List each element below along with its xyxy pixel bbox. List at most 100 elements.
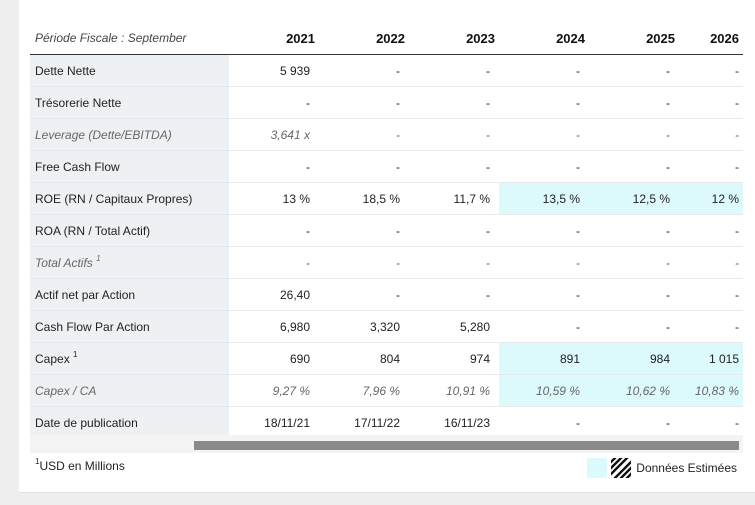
table-cell: - (319, 278, 409, 311)
year-header: 2021 (229, 22, 319, 55)
footnote-marker: 1 (73, 349, 78, 359)
table-cell: - (409, 214, 499, 247)
table-cell: 974 (409, 342, 499, 375)
table-row: ROA (RN / Total Actif) - - - - - - (30, 214, 743, 247)
year-header: 2024 (499, 22, 589, 55)
table-cell: 3,641 x (229, 118, 319, 151)
horizontal-scrollbar-track[interactable] (30, 435, 743, 453)
table-cell: - (589, 214, 679, 247)
row-label: Trésorerie Nette (30, 86, 229, 119)
table-cell: - (319, 150, 409, 183)
table-cell: - (589, 406, 679, 439)
estimated-cell: 891 (499, 342, 589, 375)
table-cell: - (589, 246, 679, 279)
table-row: Leverage (Dette/EBITDA) 3,641 x - - - - … (30, 118, 743, 151)
row-label-text: Total Actifs (35, 255, 93, 270)
row-label: ROA (RN / Total Actif) (30, 214, 229, 247)
estimated-cell: 10,83 % (679, 374, 743, 407)
table-cell: - (499, 278, 589, 311)
estimated-cell: 10,59 % (499, 374, 589, 407)
table-row: Cash Flow Par Action 6,980 3,320 5,280 -… (30, 310, 743, 343)
table-cell: - (679, 118, 743, 151)
year-header: 2026 (679, 22, 743, 55)
table-cell: - (499, 118, 589, 151)
table-cell: - (229, 246, 319, 279)
table-cell: - (679, 246, 743, 279)
table-cell: - (679, 278, 743, 311)
table-cell: - (409, 150, 499, 183)
table-row: Free Cash Flow - - - - - - (30, 150, 743, 183)
table-cell: - (679, 150, 743, 183)
legend-label: Données Estimées (636, 461, 737, 475)
hatch-pattern-icon (611, 458, 632, 478)
table-cell: 690 (229, 342, 319, 375)
year-header: 2025 (589, 22, 679, 55)
table-cell: 6,980 (229, 310, 319, 343)
table-row: Actif net par Action 26,40 - - - - - (30, 278, 743, 311)
row-label: Cash Flow Par Action (30, 310, 229, 343)
table-cell: 9,27 % (229, 374, 319, 407)
estimated-cell: 12,5 % (589, 182, 679, 215)
table-cell: - (319, 118, 409, 151)
table-cell: 16/11/23 (409, 406, 499, 439)
table-cell: 7,96 % (319, 374, 409, 407)
table-cell: 5,280 (409, 310, 499, 343)
table-cell: - (499, 214, 589, 247)
units-note-text: USD en Millions (39, 459, 125, 473)
row-label: Free Cash Flow (30, 150, 229, 183)
table-cell: - (499, 406, 589, 439)
footnote-marker: 1 (35, 457, 40, 466)
table-cell: - (319, 54, 409, 87)
table-cell: 17/11/22 (319, 406, 409, 439)
estimate-color-swatch (587, 458, 608, 478)
fiscal-period-label: Période Fiscale : September (30, 22, 229, 55)
table-cell: 26,40 (229, 278, 319, 311)
financial-ratios-panel: Période Fiscale : September 2021 2022 20… (19, 0, 755, 493)
table-cell: 5 939 (229, 54, 319, 87)
row-label-text: Capex (35, 351, 70, 366)
table-cell: - (229, 150, 319, 183)
table-cell: - (679, 214, 743, 247)
table-cell: - (319, 246, 409, 279)
row-label: Total Actifs 1 (30, 246, 229, 279)
row-label: Capex 1 (30, 342, 229, 375)
estimated-cell: 1 015 (679, 342, 743, 375)
table-cell: - (589, 150, 679, 183)
table-row: Trésorerie Nette - - - - - - (30, 86, 743, 119)
table-cell: - (499, 246, 589, 279)
row-label: Leverage (Dette/EBITDA) (30, 118, 229, 151)
footnote-marker: 1 (96, 253, 101, 263)
table-cell: - (589, 86, 679, 119)
table-cell: 18/11/21 (229, 406, 319, 439)
table-cell: - (319, 214, 409, 247)
table-cell: - (589, 278, 679, 311)
row-label: Dette Nette (30, 54, 229, 87)
table-cell: - (589, 310, 679, 343)
table-cell: 13 % (229, 182, 319, 215)
financial-ratios-table: Période Fiscale : September 2021 2022 20… (30, 22, 743, 439)
row-label: Date de publication (30, 406, 229, 439)
units-footnote: 1USD en Millions (35, 457, 125, 473)
financial-table-container: Période Fiscale : September 2021 2022 20… (30, 22, 743, 439)
estimated-cell: 13,5 % (499, 182, 589, 215)
horizontal-scrollbar-thumb[interactable] (194, 441, 739, 450)
table-cell: - (679, 86, 743, 119)
table-cell: 804 (319, 342, 409, 375)
table-cell: - (589, 54, 679, 87)
table-cell: - (409, 246, 499, 279)
table-row: Capex / CA 9,27 % 7,96 % 10,91 % 10,59 %… (30, 374, 743, 407)
table-row: Capex 1 690 804 974 891 984 1 015 (30, 342, 743, 375)
table-cell: - (409, 278, 499, 311)
estimated-cell: 12 % (679, 182, 743, 215)
year-header: 2023 (409, 22, 499, 55)
table-cell: - (229, 86, 319, 119)
estimated-cell: 10,62 % (589, 374, 679, 407)
table-cell: - (679, 406, 743, 439)
table-cell: - (679, 54, 743, 87)
table-cell: - (589, 118, 679, 151)
table-cell: 11,7 % (409, 182, 499, 215)
table-row: Date de publication 18/11/21 17/11/22 16… (30, 406, 743, 439)
table-row: Total Actifs 1 - - - - - - (30, 246, 743, 279)
table-cell: - (229, 214, 319, 247)
table-cell: - (409, 86, 499, 119)
